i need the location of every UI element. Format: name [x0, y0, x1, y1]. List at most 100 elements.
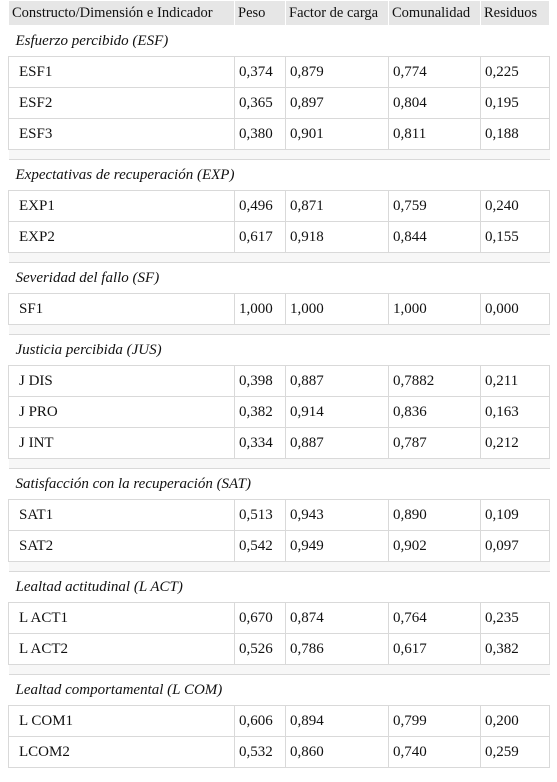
spacer-cell	[8, 149, 550, 160]
data-row: LCOM2 0,532 0,860 0,740 0,259	[8, 736, 550, 768]
data-row: L ACT2 0,526 0,786 0,617 0,382	[8, 633, 550, 665]
data-row: EXP1 0,496 0,871 0,759 0,240	[8, 190, 550, 222]
value-cell: 0,617	[234, 221, 286, 253]
data-row: ESF3 0,380 0,901 0,811 0,188	[8, 118, 550, 150]
table-body: Esfuerzo percibido (ESF) ESF1 0,374 0,879 0,…	[8, 25, 550, 768]
value-cell: 0,382	[480, 633, 550, 665]
value-cell: 0,811	[388, 118, 481, 150]
data-table: Constructo/Dimensión e Indicador Peso Fact…	[8, 0, 550, 768]
data-row: SAT1 0,513 0,943 0,890 0,109	[8, 499, 550, 531]
value-cell: 0,860	[285, 736, 389, 768]
data-row: SF1 1,000 1,000 1,000 0,000	[8, 293, 550, 325]
value-cell: 0,914	[285, 396, 389, 428]
value-cell: 1,000	[388, 293, 481, 325]
group-row: Satisfacción con la recuperación (SAT)	[8, 468, 550, 500]
group-title: Esfuerzo percibido (ESF)	[8, 25, 550, 57]
indicator-cell: L ACT1	[8, 602, 235, 634]
indicator-cell: EXP2	[8, 221, 235, 253]
value-cell: 0,155	[480, 221, 550, 253]
indicator-cell: EXP1	[8, 190, 235, 222]
group-title: Justicia percibida (JUS)	[8, 334, 550, 366]
data-row: SAT2 0,542 0,949 0,902 0,097	[8, 530, 550, 562]
data-row: ESF2 0,365 0,897 0,804 0,195	[8, 87, 550, 119]
value-cell: 0,774	[388, 56, 481, 88]
value-cell: 0,804	[388, 87, 481, 119]
value-cell: 0,334	[234, 427, 286, 459]
group-title: Lealtad comportamental (L COM)	[8, 674, 550, 706]
value-cell: 0,163	[480, 396, 550, 428]
spacer-row	[8, 664, 550, 675]
group-row: Severidad del fallo (SF)	[8, 262, 550, 294]
value-cell: 0,188	[480, 118, 550, 150]
indicator-cell: L ACT2	[8, 633, 235, 665]
spacer-cell	[8, 324, 550, 335]
value-cell: 0,382	[234, 396, 286, 428]
value-cell: 0,943	[285, 499, 389, 531]
value-cell: 0,887	[285, 365, 389, 397]
value-cell: 0,7882	[388, 365, 481, 397]
value-cell: 0,764	[388, 602, 481, 634]
value-cell: 0,871	[285, 190, 389, 222]
data-row: J DIS 0,398 0,887 0,7882 0,211	[8, 365, 550, 397]
spacer-row	[8, 252, 550, 263]
spacer-row	[8, 561, 550, 572]
indicator-cell: L COM1	[8, 705, 235, 737]
value-cell: 0,836	[388, 396, 481, 428]
data-row: J PRO 0,382 0,914 0,836 0,163	[8, 396, 550, 428]
value-cell: 1,000	[285, 293, 389, 325]
group-row: Lealtad comportamental (L COM)	[8, 674, 550, 706]
group-title: Satisfacción con la recuperación (SAT)	[8, 468, 550, 500]
data-row: L ACT1 0,670 0,874 0,764 0,235	[8, 602, 550, 634]
group-title: Expectativas de recuperación (EXP)	[8, 159, 550, 191]
value-cell: 0,195	[480, 87, 550, 119]
indicator-cell: J INT	[8, 427, 235, 459]
spacer-cell	[8, 664, 550, 675]
value-cell: 0,894	[285, 705, 389, 737]
value-cell: 0,374	[234, 56, 286, 88]
value-cell: 0,879	[285, 56, 389, 88]
value-cell: 0,844	[388, 221, 481, 253]
group-row: Expectativas de recuperación (EXP)	[8, 159, 550, 191]
value-cell: 0,786	[285, 633, 389, 665]
group-row: Justicia percibida (JUS)	[8, 334, 550, 366]
indicator-cell: LCOM2	[8, 736, 235, 768]
value-cell: 0,000	[480, 293, 550, 325]
value-cell: 0,874	[285, 602, 389, 634]
data-row: ESF1 0,374 0,879 0,774 0,225	[8, 56, 550, 88]
value-cell: 0,211	[480, 365, 550, 397]
value-cell: 0,740	[388, 736, 481, 768]
indicator-cell: ESF3	[8, 118, 235, 150]
column-header: Constructo/Dimensión e Indicador	[8, 0, 235, 26]
value-cell: 0,670	[234, 602, 286, 634]
spacer-cell	[8, 458, 550, 469]
value-cell: 0,235	[480, 602, 550, 634]
value-cell: 0,918	[285, 221, 389, 253]
spacer-cell	[8, 561, 550, 572]
indicator-cell: ESF2	[8, 87, 235, 119]
column-header: Factor de carga	[285, 0, 389, 26]
value-cell: 0,890	[388, 499, 481, 531]
column-header: Residuos	[480, 0, 550, 26]
spacer-row	[8, 324, 550, 335]
value-cell: 0,212	[480, 427, 550, 459]
value-cell: 0,902	[388, 530, 481, 562]
value-cell: 0,759	[388, 190, 481, 222]
value-cell: 0,380	[234, 118, 286, 150]
indicator-cell: SAT1	[8, 499, 235, 531]
value-cell: 0,799	[388, 705, 481, 737]
indicator-cell: J PRO	[8, 396, 235, 428]
value-cell: 0,097	[480, 530, 550, 562]
value-cell: 0,617	[388, 633, 481, 665]
value-cell: 0,526	[234, 633, 286, 665]
value-cell: 0,200	[480, 705, 550, 737]
data-row: L COM1 0,606 0,894 0,799 0,200	[8, 705, 550, 737]
value-cell: 0,787	[388, 427, 481, 459]
data-row: J INT 0,334 0,887 0,787 0,212	[8, 427, 550, 459]
table-container: Constructo/Dimensión e Indicador Peso Fact…	[8, 0, 550, 768]
value-cell: 0,513	[234, 499, 286, 531]
value-cell: 0,949	[285, 530, 389, 562]
value-cell: 0,365	[234, 87, 286, 119]
indicator-cell: SF1	[8, 293, 235, 325]
group-row: Lealtad actitudinal (L ACT)	[8, 571, 550, 603]
value-cell: 0,901	[285, 118, 389, 150]
